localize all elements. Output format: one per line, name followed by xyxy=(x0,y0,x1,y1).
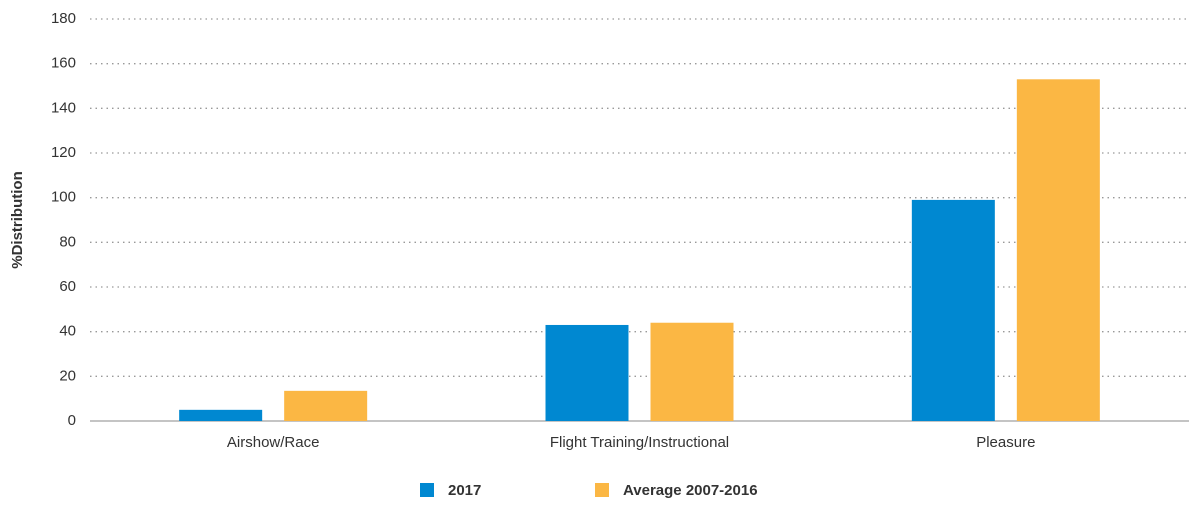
bar xyxy=(1016,79,1100,422)
y-tick-label: 140 xyxy=(51,99,76,116)
bar xyxy=(284,390,368,421)
x-tick-label: Airshow/Race xyxy=(227,434,320,451)
y-tick-label: 60 xyxy=(59,278,76,295)
y-tick-label: 180 xyxy=(51,10,76,27)
y-tick-label: 100 xyxy=(51,189,76,206)
y-tick-label: 40 xyxy=(59,323,76,340)
x-tick-label: Pleasure xyxy=(976,434,1035,451)
bar xyxy=(545,324,629,421)
y-tick-label: 120 xyxy=(51,144,76,161)
bar xyxy=(650,322,734,421)
bar xyxy=(179,409,263,421)
y-tick-label: 160 xyxy=(51,55,76,72)
y-axis-label: %Distribution xyxy=(9,171,26,269)
x-tick-label: Flight Training/Instructional xyxy=(550,434,729,451)
y-tick-label: 20 xyxy=(59,367,76,384)
legend-label: 2017 xyxy=(448,482,481,499)
legend-swatch xyxy=(595,483,609,497)
y-tick-label: 80 xyxy=(59,233,76,250)
bar xyxy=(911,199,995,421)
legend-label: Average 2007-2016 xyxy=(623,482,758,499)
y-tick-label: 0 xyxy=(68,412,76,429)
legend-swatch xyxy=(420,483,434,497)
